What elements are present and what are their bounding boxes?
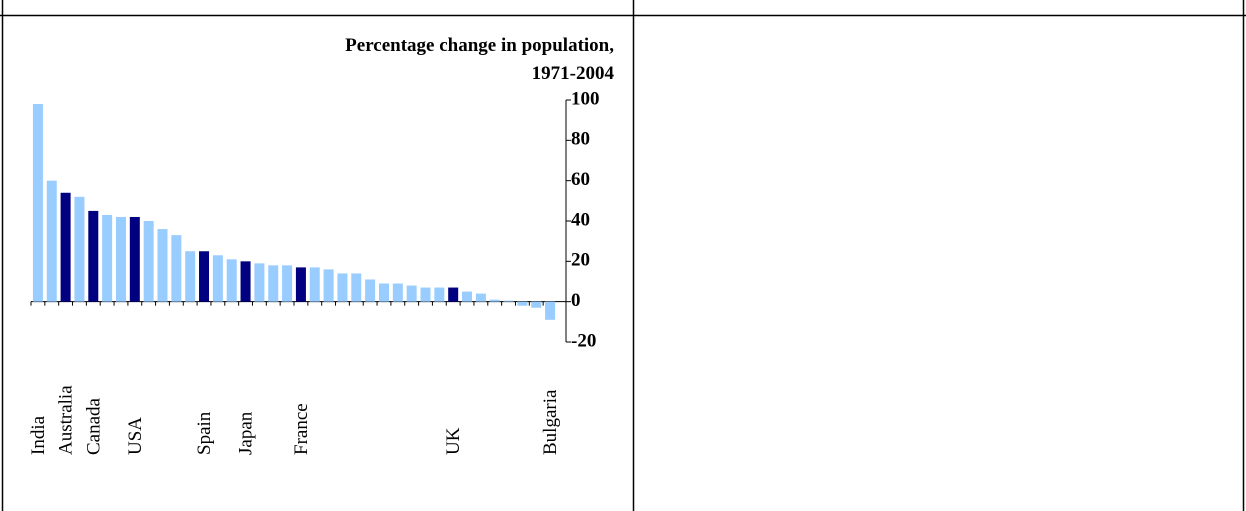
bar bbox=[531, 301, 542, 308]
bar bbox=[115, 216, 126, 302]
x-tick-label: Bulgaria bbox=[540, 389, 561, 455]
bar bbox=[434, 287, 445, 302]
y-tick-label: 100 bbox=[571, 88, 600, 109]
bar bbox=[143, 221, 154, 302]
x-tick-label: Canada bbox=[83, 397, 104, 455]
bar bbox=[32, 104, 43, 302]
bar bbox=[282, 265, 293, 302]
bar bbox=[199, 251, 210, 302]
bar bbox=[88, 210, 99, 302]
bar bbox=[503, 300, 514, 302]
bar bbox=[171, 235, 182, 302]
y-tick-label: 80 bbox=[571, 129, 590, 150]
x-tick-label: Australia bbox=[56, 385, 77, 455]
bar bbox=[157, 229, 168, 302]
bar bbox=[129, 216, 140, 302]
x-tick-label: UK bbox=[443, 427, 464, 455]
chart-title: 1971-2004 bbox=[532, 63, 615, 84]
chart-title: Percentage change in population, bbox=[345, 35, 614, 56]
bar bbox=[337, 273, 348, 302]
bar bbox=[517, 301, 528, 306]
bar bbox=[365, 279, 376, 302]
bar bbox=[46, 180, 57, 302]
bar bbox=[378, 283, 389, 302]
bar bbox=[351, 273, 362, 302]
x-tick-label: USA bbox=[125, 417, 146, 455]
bar bbox=[295, 267, 306, 302]
x-tick-label: Spain bbox=[194, 411, 215, 455]
bar bbox=[406, 285, 417, 302]
y-tick-label: -20 bbox=[571, 330, 596, 351]
bar bbox=[475, 293, 486, 302]
bar bbox=[254, 263, 265, 302]
bar bbox=[323, 269, 334, 302]
bar bbox=[268, 265, 279, 302]
bar bbox=[185, 251, 196, 302]
x-tick-label: France bbox=[291, 403, 312, 455]
bar bbox=[226, 259, 237, 302]
y-tick-label: 20 bbox=[571, 250, 590, 271]
bar bbox=[448, 287, 459, 302]
bar bbox=[392, 283, 403, 302]
bar bbox=[489, 299, 500, 302]
x-tick-label: India bbox=[28, 415, 49, 455]
bar bbox=[102, 214, 113, 302]
bar bbox=[420, 287, 431, 302]
bar bbox=[212, 255, 223, 302]
y-tick-label: 60 bbox=[571, 169, 590, 190]
y-tick-label: 40 bbox=[571, 209, 590, 230]
bar bbox=[309, 267, 320, 302]
bar bbox=[240, 261, 251, 302]
bar bbox=[60, 192, 71, 302]
y-tick-label: 0 bbox=[571, 290, 581, 311]
bar bbox=[545, 301, 556, 320]
bar bbox=[74, 196, 85, 302]
x-tick-label: Japan bbox=[236, 411, 257, 455]
bar bbox=[462, 291, 473, 302]
